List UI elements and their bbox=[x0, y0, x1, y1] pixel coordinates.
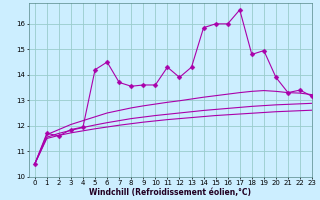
X-axis label: Windchill (Refroidissement éolien,°C): Windchill (Refroidissement éolien,°C) bbox=[89, 188, 252, 197]
